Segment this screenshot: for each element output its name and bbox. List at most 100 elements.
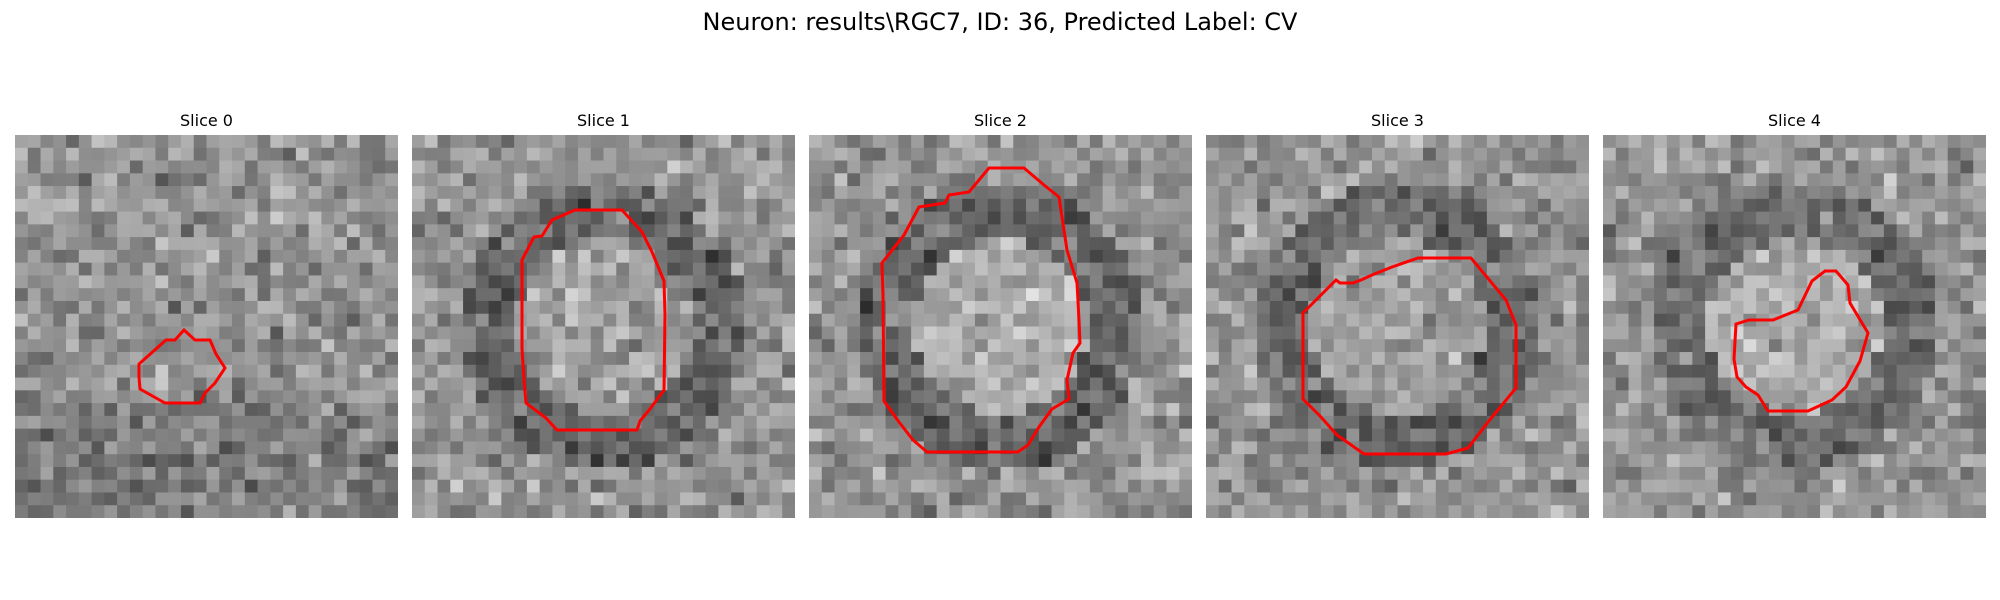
noise-pixel: [1051, 135, 1065, 149]
noise-pixel: [526, 288, 541, 302]
noise-pixel: [1641, 160, 1655, 174]
noise-pixel: [590, 492, 605, 506]
noise-pixel: [1244, 352, 1258, 366]
noise-pixel: [1820, 211, 1834, 225]
noise-pixel: [1320, 441, 1335, 455]
noise-pixel: [949, 505, 963, 518]
noise-pixel: [1013, 364, 1027, 379]
noise-pixel: [1512, 249, 1526, 264]
noise-pixel: [1883, 390, 1898, 404]
noise-pixel: [1832, 313, 1847, 328]
noise-pixel: [705, 352, 719, 366]
noise-pixel: [1410, 403, 1424, 417]
noise-pixel: [898, 211, 912, 225]
noise-pixel: [168, 428, 182, 442]
noise-pixel: [923, 160, 938, 174]
noise-pixel: [1934, 352, 1949, 366]
noise-pixel: [1654, 186, 1668, 200]
noise-pixel: [1269, 403, 1284, 417]
noise-pixel: [104, 479, 118, 494]
noise-pixel: [1628, 262, 1642, 277]
noise-pixel: [898, 339, 912, 353]
noise-pixel: [1128, 275, 1142, 289]
noise-pixel: [1794, 186, 1808, 200]
noise-pixel: [1845, 339, 1859, 353]
noise-pixel: [769, 454, 783, 468]
noise-pixel: [1871, 364, 1885, 379]
noise-pixel: [1576, 262, 1589, 277]
noise-pixel: [834, 326, 848, 340]
noise-pixel: [1922, 428, 1936, 442]
noise-pixel: [193, 403, 208, 417]
noise-pixel: [104, 505, 118, 518]
noise-pixel: [1308, 135, 1322, 149]
noise-pixel: [1832, 454, 1847, 468]
noise-pixel: [1858, 466, 1872, 481]
noise-pixel: [641, 300, 656, 315]
noise-pixel: [654, 186, 668, 200]
noise-pixel: [1768, 466, 1783, 481]
noise-pixel: [244, 364, 259, 379]
noise-pixel: [1320, 300, 1335, 315]
noise-pixel: [488, 479, 502, 494]
noise-pixel: [283, 313, 297, 328]
noise-pixel: [1166, 224, 1180, 238]
noise-pixel: [1871, 135, 1885, 149]
noise-pixel: [475, 288, 490, 302]
noise-pixel: [1448, 428, 1462, 442]
noise-pixel: [1153, 326, 1168, 340]
noise-pixel: [1486, 313, 1501, 328]
noise-pixel: [692, 352, 707, 366]
noise-pixel: [40, 224, 54, 238]
noise-pixel: [1756, 237, 1770, 251]
noise-pixel: [1947, 313, 1962, 328]
noise-pixel: [692, 428, 707, 442]
noise-pixel: [1308, 454, 1322, 468]
noise-pixel: [1947, 186, 1962, 200]
noise-pixel: [641, 288, 656, 302]
noise-pixel: [1563, 377, 1577, 391]
noise-pixel: [872, 224, 887, 238]
noise-pixel: [412, 173, 426, 187]
noise-pixel: [1448, 198, 1462, 213]
noise-pixel: [1512, 505, 1526, 518]
noise-pixel: [501, 313, 515, 328]
noise-pixel: [244, 275, 259, 289]
noise-pixel: [346, 505, 361, 518]
noise-pixel: [1871, 326, 1885, 340]
noise-pixel: [424, 262, 439, 277]
noise-pixel: [936, 300, 951, 315]
noise-pixel: [577, 173, 592, 187]
noise-pixel: [1512, 288, 1526, 302]
noise-pixel: [91, 135, 105, 149]
noise-pixel: [1743, 479, 1757, 494]
noise-pixel: [603, 352, 617, 366]
noise-pixel: [1794, 505, 1808, 518]
noise-pixel: [680, 275, 694, 289]
noise-pixel: [1026, 454, 1040, 468]
noise-pixel: [821, 300, 836, 315]
noise-pixel: [1973, 352, 1986, 366]
noise-pixel: [1206, 492, 1220, 506]
noise-pixel: [450, 479, 464, 494]
noise-pixel: [1371, 403, 1386, 417]
noise-pixel: [1179, 262, 1192, 277]
noise-pixel: [1603, 173, 1617, 187]
noise-pixel: [667, 211, 681, 225]
noise-pixel: [1922, 339, 1936, 353]
noise-pixel: [552, 415, 566, 430]
noise-pixel: [1153, 135, 1168, 149]
slice-title-2: Slice 2: [974, 111, 1027, 130]
noise-pixel: [1371, 479, 1386, 494]
noise-pixel: [1333, 135, 1348, 149]
noise-pixel: [1038, 160, 1053, 174]
noise-pixel: [1807, 300, 1821, 315]
noise-pixel: [1026, 300, 1040, 315]
noise-pixel: [1435, 326, 1450, 340]
noise-pixel: [860, 173, 874, 187]
noise-pixel: [1743, 186, 1757, 200]
noise-pixel: [40, 492, 54, 506]
noise-pixel: [1717, 390, 1732, 404]
noise-pixel: [860, 454, 874, 468]
noise-pixel: [1603, 390, 1617, 404]
